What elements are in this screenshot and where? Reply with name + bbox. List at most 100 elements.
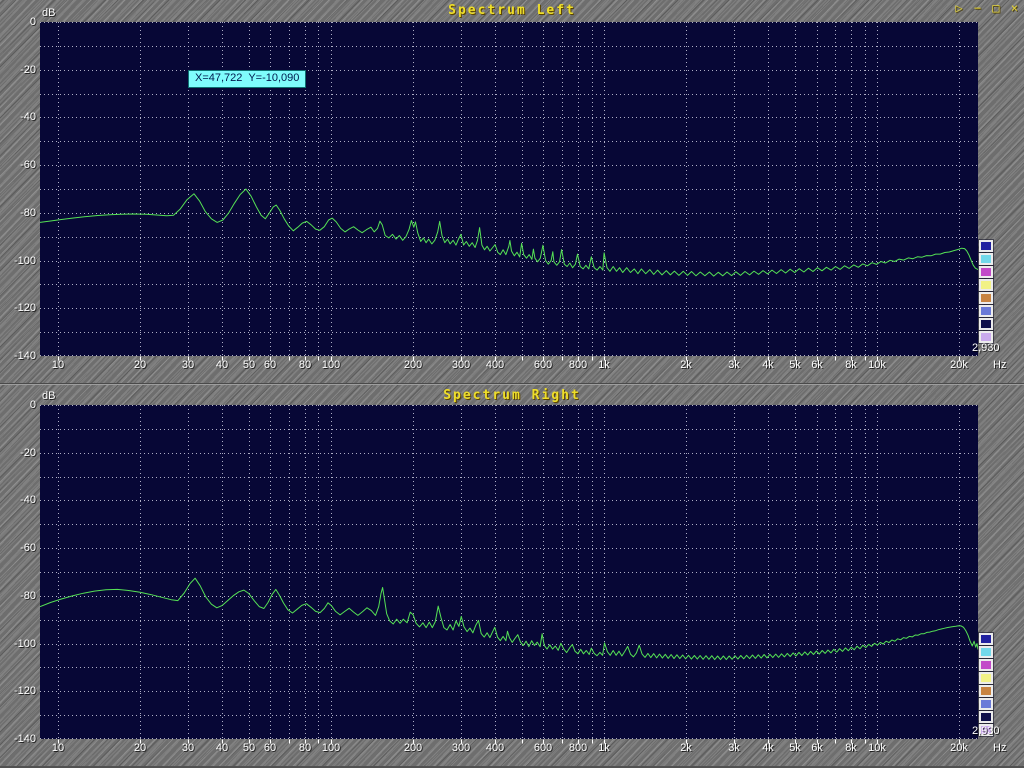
frequency-readout: 2,930: [972, 342, 1000, 354]
frequency-readout: 2,930: [972, 725, 1000, 737]
x-tick-label: 80: [298, 359, 312, 371]
trace-color-swatch[interactable]: [978, 632, 994, 646]
x-tick-label: 5k: [789, 742, 801, 754]
x-axis-labels: 10 20 30 40 50 60 80 100 200 300 400 600 800 1k 2k 3k 4k…: [40, 359, 978, 375]
trace-color-swatch[interactable]: [978, 671, 994, 685]
x-tick-label: 1k: [598, 359, 610, 371]
y-axis-unit-label: dB: [42, 7, 56, 19]
x-tick-label: 5k: [789, 359, 801, 371]
x-tick-label: 10k: [868, 359, 886, 371]
y-axis-labels: 0 -20 -40 -60 -80 -100 -120 -140: [0, 16, 37, 362]
x-tick-label: 3k: [728, 359, 740, 371]
y-tick-label: -100: [13, 255, 36, 267]
y-tick-label: -140: [13, 733, 36, 745]
y-tick-label: -60: [20, 159, 36, 171]
y-tick-label: -20: [20, 447, 36, 459]
x-tick-label: 30: [181, 359, 195, 371]
trace-color-swatch[interactable]: [978, 723, 994, 737]
y-tick-label: -60: [20, 542, 36, 554]
x-tick-label: 3k: [728, 742, 740, 754]
trace-color-swatch[interactable]: [978, 658, 994, 672]
trace-color-swatch[interactable]: [978, 317, 994, 331]
x-tick-label: 60: [263, 742, 277, 754]
plot-area[interactable]: [40, 405, 978, 745]
x-tick-label: 20: [133, 742, 147, 754]
spectrum-plot: [40, 405, 978, 744]
trace-color-swatch[interactable]: [978, 291, 994, 305]
x-tick-label: 10: [51, 742, 65, 754]
x-tick-label: 8k: [845, 742, 857, 754]
y-tick-label: -120: [13, 302, 36, 314]
y-axis-unit-label: dB: [42, 390, 56, 402]
x-tick-label: 2k: [680, 359, 692, 371]
trace-color-swatch[interactable]: [978, 710, 994, 724]
trace-color-swatch[interactable]: [978, 330, 994, 344]
panel-title: Spectrum Right: [443, 388, 581, 403]
x-tick-label: 6k: [811, 742, 823, 754]
x-tick-label: 80: [298, 742, 312, 754]
trace-color-swatch[interactable]: [978, 265, 994, 279]
spectrum-right-panel: Spectrum Right dB 0 -20 -40 -60 -80 -100 -120 -…: [0, 384, 1024, 768]
run-button[interactable]: ▷: [955, 1, 963, 15]
x-tick-label: 50: [242, 742, 256, 754]
cursor-tooltip: X=47,722 Y=-10,090: [188, 70, 307, 88]
x-tick-label: 200: [403, 742, 423, 754]
x-tick-label: 200: [403, 359, 423, 371]
x-axis-unit-label: Hz: [993, 359, 1007, 371]
trace-color-swatch[interactable]: [978, 252, 994, 266]
close-button[interactable]: ×: [1010, 1, 1018, 15]
y-tick-label: 0: [29, 399, 36, 411]
x-tick-label: 100: [321, 742, 341, 754]
y-tick-label: -100: [13, 638, 36, 650]
x-axis-labels: 10 20 30 40 50 60 80 100 200 300 400 600 800 1k 2k 3k 4k…: [40, 742, 978, 758]
y-axis-labels: 0 -20 -40 -60 -80 -100 -120 -140: [0, 399, 37, 745]
trace-color-swatch[interactable]: [978, 645, 994, 659]
trace-color-swatch[interactable]: [978, 278, 994, 292]
x-tick-label: 300: [451, 742, 471, 754]
plot-area[interactable]: [40, 22, 978, 362]
y-tick-label: -80: [20, 590, 36, 602]
panel-title: Spectrum Left: [448, 3, 576, 18]
x-tick-label: 800: [568, 359, 588, 371]
left-channel-spectrum-trace: [40, 188, 978, 277]
x-tick-label: 300: [451, 359, 471, 371]
x-tick-label: 10k: [868, 742, 886, 754]
y-tick-label: -40: [20, 494, 36, 506]
y-tick-label: -40: [20, 111, 36, 123]
trace-color-swatch[interactable]: [978, 697, 994, 711]
x-tick-label: 20k: [950, 359, 968, 371]
x-tick-label: 4k: [762, 742, 774, 754]
spectrum-left-panel: Spectrum Left ▷ − □ × dB 0 -20 -40 -60 -80 -1…: [0, 0, 1024, 384]
minimize-button[interactable]: −: [973, 1, 982, 15]
x-axis-unit-label: Hz: [993, 742, 1007, 754]
x-tick-label: 2k: [680, 742, 692, 754]
x-tick-label: 30: [181, 742, 195, 754]
y-tick-label: -80: [20, 207, 36, 219]
window-controls: ▷ − □ ×: [951, 1, 1018, 15]
trace-color-swatches: [978, 632, 997, 737]
x-tick-label: 600: [533, 742, 553, 754]
y-tick-label: 0: [29, 16, 36, 28]
x-tick-label: 1k: [598, 742, 610, 754]
trace-color-swatch[interactable]: [978, 304, 994, 318]
spectrum-plot: [40, 22, 978, 361]
x-tick-label: 40: [215, 742, 229, 754]
x-tick-label: 400: [485, 742, 505, 754]
x-tick-label: 6k: [811, 359, 823, 371]
x-tick-label: 8k: [845, 359, 857, 371]
x-tick-label: 40: [215, 359, 229, 371]
x-tick-label: 100: [321, 359, 341, 371]
maximize-button[interactable]: □: [992, 1, 1000, 15]
trace-color-swatch[interactable]: [978, 684, 994, 698]
trace-color-swatches: [978, 239, 997, 344]
x-tick-label: 4k: [762, 359, 774, 371]
y-tick-label: -20: [20, 64, 36, 76]
x-tick-label: 400: [485, 359, 505, 371]
x-tick-label: 800: [568, 742, 588, 754]
y-tick-label: -120: [13, 685, 36, 697]
trace-color-swatch[interactable]: [978, 239, 994, 253]
x-tick-label: 60: [263, 359, 277, 371]
right-channel-spectrum-trace: [40, 577, 978, 661]
y-tick-label: -140: [13, 350, 36, 362]
x-tick-label: 50: [242, 359, 256, 371]
